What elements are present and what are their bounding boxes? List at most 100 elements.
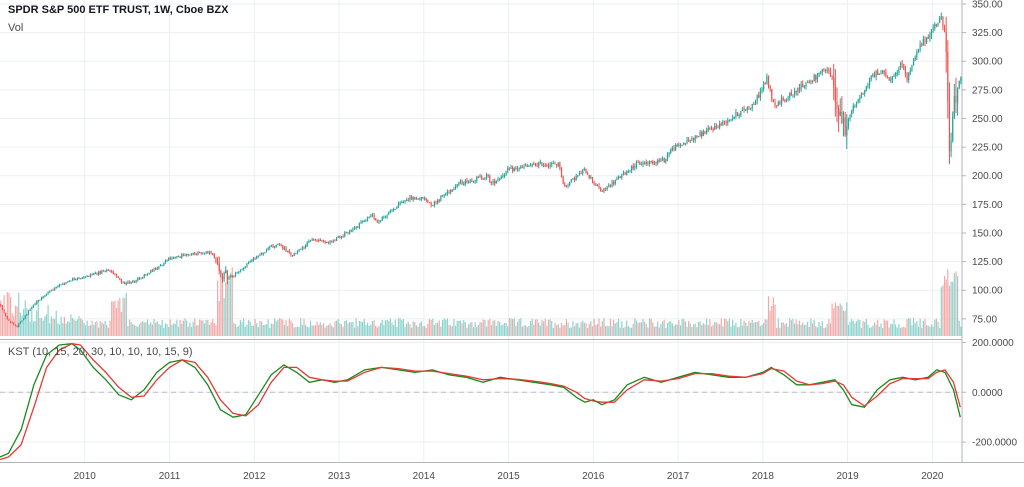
volume-bar xyxy=(715,322,717,336)
candle-body xyxy=(171,258,173,260)
volume-bar xyxy=(8,292,10,336)
volume-bar xyxy=(482,319,484,336)
volume-bar xyxy=(308,327,310,336)
candle-body xyxy=(88,275,90,277)
volume-bar xyxy=(518,319,520,336)
candle-body xyxy=(409,196,411,201)
candle-body xyxy=(133,280,136,283)
volume-bar xyxy=(394,319,396,336)
candle-body xyxy=(929,35,931,39)
volume-bar xyxy=(337,319,339,336)
candle-body xyxy=(712,128,714,130)
candle-body xyxy=(433,201,435,206)
candle-body xyxy=(846,126,848,136)
volume-bar xyxy=(621,321,623,336)
volume-bar xyxy=(756,321,758,336)
candle-body xyxy=(657,160,659,164)
candle-body xyxy=(396,206,398,209)
candle-body xyxy=(456,184,458,187)
candle-body xyxy=(813,75,815,82)
volume-bar xyxy=(166,324,168,336)
volume-bar xyxy=(546,325,548,336)
volume-bar xyxy=(415,325,418,336)
candle-body xyxy=(935,24,938,26)
candle-body xyxy=(956,87,959,104)
volume-bar xyxy=(753,322,755,336)
volume-bar xyxy=(490,325,493,336)
volume-bar xyxy=(428,319,431,336)
volume-bar xyxy=(47,305,49,336)
candle-body xyxy=(631,165,633,171)
volume-bar xyxy=(13,316,15,336)
candle-body xyxy=(301,247,303,249)
volume-label[interactable]: Vol xyxy=(8,22,24,34)
volume-bar xyxy=(661,321,664,336)
candle-body xyxy=(215,257,217,263)
volume-bar xyxy=(823,327,825,336)
candle-body xyxy=(647,162,649,164)
volume-bar xyxy=(679,325,682,336)
candle-body xyxy=(340,236,343,239)
candle-body xyxy=(937,22,939,26)
candle-body xyxy=(39,299,41,301)
volume-bar xyxy=(865,318,867,336)
candle-body xyxy=(80,278,82,280)
volume-bar xyxy=(792,318,794,336)
candle-body xyxy=(611,182,613,187)
volume-bar xyxy=(65,323,67,336)
candle-body xyxy=(600,188,602,191)
volume-bar xyxy=(694,323,696,336)
volume-bar xyxy=(909,318,911,336)
candle-body xyxy=(332,240,334,242)
candle-body xyxy=(404,200,406,202)
volume-bar xyxy=(930,324,933,336)
chart-title[interactable]: SPDR S&P 500 ETF TRUST, 1W, Cboe BZX xyxy=(8,4,229,16)
volume-bar xyxy=(239,320,242,336)
candle-body xyxy=(446,191,449,194)
volume-bar xyxy=(386,320,388,336)
volume-bar xyxy=(927,325,929,336)
volume-bar xyxy=(347,323,349,336)
candle-body xyxy=(428,202,431,204)
volume-bar xyxy=(591,326,594,336)
volume-bar xyxy=(691,326,693,336)
volume-bar xyxy=(903,326,905,336)
kst-indicator-label[interactable]: KST (10, 15, 20, 30, 10, 10, 10, 15, 9) xyxy=(8,346,193,358)
volume-bar xyxy=(741,325,744,336)
volume-bar xyxy=(150,322,152,336)
candle-body xyxy=(91,273,93,275)
candle-body xyxy=(736,112,739,117)
candle-body xyxy=(419,199,421,201)
volume-bar xyxy=(710,326,713,336)
volume-bar xyxy=(440,326,442,336)
candle-body xyxy=(394,208,396,210)
volume-bar xyxy=(283,324,286,336)
candle-body xyxy=(921,44,923,46)
volume-bar xyxy=(40,317,43,336)
candle-body xyxy=(476,176,478,181)
candle-body xyxy=(745,110,747,112)
candle-body xyxy=(321,239,323,241)
candle-body xyxy=(234,273,237,277)
candle-body xyxy=(852,105,854,111)
volume-bar xyxy=(458,321,460,336)
volume-bar xyxy=(324,327,326,336)
candle-body xyxy=(314,239,316,241)
volume-bar xyxy=(396,326,398,336)
volume-bar xyxy=(481,322,483,336)
volume-bar xyxy=(626,320,628,336)
volume-bar xyxy=(492,320,494,336)
candle-body xyxy=(277,244,279,246)
candle-body xyxy=(5,313,7,317)
candle-body xyxy=(829,70,832,76)
y-tick-label: 225.00 xyxy=(972,143,1003,154)
volume-bar xyxy=(132,324,134,336)
candle-body xyxy=(688,139,690,141)
volume-bar xyxy=(172,323,175,336)
volume-bar xyxy=(329,323,331,336)
volume-bar xyxy=(590,321,592,336)
volume-bar xyxy=(712,325,714,336)
volume-bar xyxy=(252,325,255,336)
candle-body xyxy=(479,176,481,178)
